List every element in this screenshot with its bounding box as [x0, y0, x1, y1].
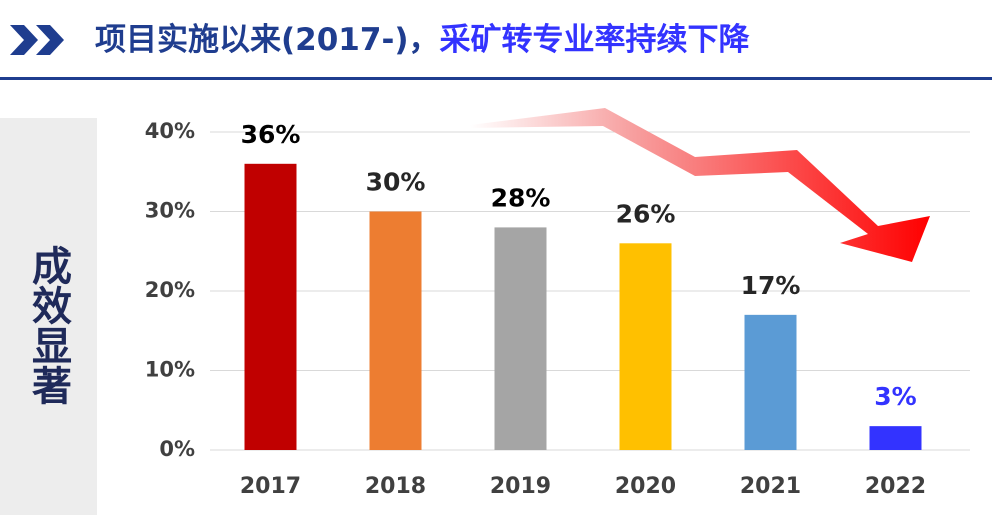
- trend-arrow: [470, 108, 930, 262]
- data-label: 28%: [491, 183, 551, 212]
- data-label: 36%: [241, 120, 301, 149]
- bar: [369, 211, 422, 450]
- header-chevrons: [10, 25, 64, 55]
- header-rule: [0, 77, 992, 80]
- header-title: 项目实施以来(2017-)，采矿转专业率持续下降: [95, 22, 750, 58]
- bar: [244, 163, 297, 451]
- bar: [744, 314, 797, 450]
- x-tick-label: 2022: [865, 474, 926, 499]
- data-label: 3%: [874, 382, 916, 411]
- y-tick-label: 0%: [159, 437, 195, 461]
- title-part: 项目实施以来(2017-)，: [95, 22, 439, 58]
- x-tick-label: 2021: [740, 474, 801, 499]
- x-tick-label: 2017: [240, 474, 301, 499]
- x-tick-label: 2020: [615, 474, 676, 499]
- sidebar-label: 成效显著: [25, 245, 72, 405]
- y-tick-label: 40%: [145, 119, 195, 143]
- data-label: 26%: [616, 199, 676, 228]
- x-tick-label: 2019: [490, 474, 551, 499]
- bar: [619, 243, 672, 450]
- y-tick-label: 30%: [145, 199, 195, 223]
- y-tick-label: 10%: [145, 358, 195, 382]
- sidebar: [0, 118, 97, 515]
- bar: [869, 426, 922, 450]
- bar: [494, 227, 547, 450]
- y-tick-label: 20%: [145, 278, 195, 302]
- title-part: 采矿转专业率持续下降: [439, 22, 750, 58]
- data-label: 17%: [741, 271, 801, 300]
- x-tick-label: 2018: [365, 474, 426, 499]
- data-label: 30%: [366, 168, 426, 197]
